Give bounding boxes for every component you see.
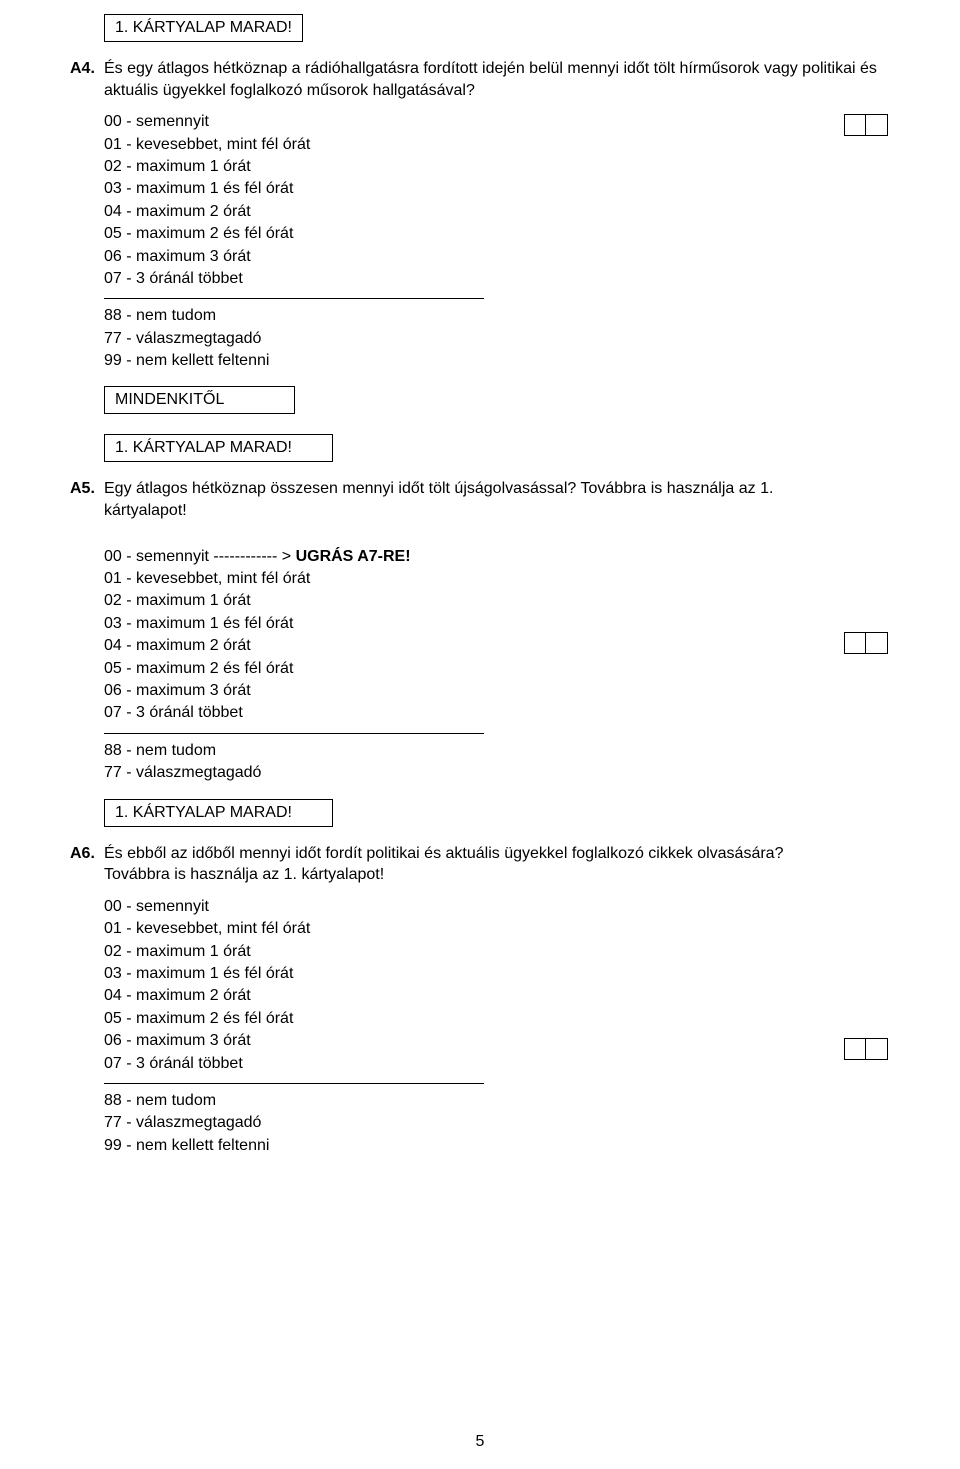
- top-instruction-text: 1. KÁRTYALAP MARAD!: [115, 19, 292, 36]
- extra-option: 77 - válaszmegtagadó: [104, 762, 890, 784]
- extra-option: 77 - válaszmegtagadó: [104, 1112, 890, 1134]
- option: 05 - maximum 2 és fél órát: [104, 658, 890, 680]
- option: 04 - maximum 2 órát: [104, 985, 890, 1007]
- question-a5: A5. Egy átlagos hétköznap összesen menny…: [70, 478, 890, 836]
- question-text: És egy átlagos hétköznap a rádióhallgatá…: [104, 58, 890, 101]
- option: 05 - maximum 2 és fél órát: [104, 223, 890, 245]
- question-row: A4. És egy átlagos hétköznap a rádióhall…: [70, 58, 890, 101]
- answer-box-a4[interactable]: [844, 114, 888, 136]
- separator: [104, 1083, 484, 1084]
- extra-option: 88 - nem tudom: [104, 1090, 890, 1112]
- answer-cell[interactable]: [844, 1038, 866, 1060]
- question-id: A6.: [70, 843, 104, 886]
- answer-cell[interactable]: [844, 114, 866, 136]
- option: 04 - maximum 2 órát: [104, 201, 890, 223]
- options-list: 00 - semennyit 01 - kevesebbet, mint fél…: [104, 896, 890, 1075]
- option: 07 - 3 óránál többet: [104, 268, 890, 290]
- option: 01 - kevesebbet, mint fél órát: [104, 134, 890, 156]
- option: 04 - maximum 2 órát: [104, 635, 890, 657]
- box-mindenkitol: MINDENKITŐL: [104, 386, 295, 414]
- extras-list: 88 - nem tudom 77 - válaszmegtagadó 99 -…: [104, 1090, 890, 1157]
- option: 07 - 3 óránál többet: [104, 702, 890, 724]
- option: 05 - maximum 2 és fél órát: [104, 1008, 890, 1030]
- page-number: 5: [476, 1433, 485, 1451]
- option: 03 - maximum 1 és fél órát: [104, 613, 890, 635]
- question-a4: A4. És egy átlagos hétköznap a rádióhall…: [70, 58, 890, 472]
- answer-cell[interactable]: [866, 632, 888, 654]
- separator: [104, 298, 484, 299]
- question-text: És ebből az időből mennyi időt fordít po…: [104, 843, 890, 886]
- question-text-line1: És ebből az időből mennyi időt fordít po…: [104, 845, 783, 862]
- page: 1. KÁRTYALAP MARAD! A4. És egy átlagos h…: [0, 0, 960, 1469]
- question-id: A5.: [70, 478, 104, 521]
- option: 00 - semennyit: [104, 896, 890, 918]
- question-row: A5. Egy átlagos hétköznap összesen menny…: [70, 478, 890, 521]
- option: 07 - 3 óránál többet: [104, 1053, 890, 1075]
- option-bold: UGRÁS A7-RE!: [296, 548, 411, 565]
- answer-box-a5[interactable]: [844, 632, 888, 654]
- option: 06 - maximum 3 órát: [104, 680, 890, 702]
- option: 02 - maximum 1 órát: [104, 941, 890, 963]
- question-text-line1: Egy átlagos hétköznap összesen mennyi id…: [104, 480, 773, 497]
- answer-cell[interactable]: [844, 632, 866, 654]
- extra-option: 77 - válaszmegtagadó: [104, 328, 890, 350]
- question-a6: A6. És ebből az időből mennyi időt fordí…: [70, 843, 890, 1157]
- option-prefix: 00 - semennyit ------------ >: [104, 548, 296, 565]
- option: 01 - kevesebbet, mint fél órát: [104, 568, 890, 590]
- extra-option: 99 - nem kellett feltenni: [104, 1135, 890, 1157]
- box-kartyalap: 1. KÁRTYALAP MARAD!: [104, 434, 333, 462]
- answer-box-a6[interactable]: [844, 1038, 888, 1060]
- option: 02 - maximum 1 órát: [104, 156, 890, 178]
- answer-cell[interactable]: [866, 1038, 888, 1060]
- option: 06 - maximum 3 órát: [104, 1030, 890, 1052]
- extras-list: 88 - nem tudom 77 - válaszmegtagadó 99 -…: [104, 305, 890, 372]
- option: 00 - semennyit: [104, 111, 890, 133]
- separator: [104, 733, 484, 734]
- box-text: MINDENKITŐL: [115, 391, 224, 408]
- question-row: A6. És ebből az időből mennyi időt fordí…: [70, 843, 890, 886]
- box-kartyalap: 1. KÁRTYALAP MARAD!: [104, 799, 333, 827]
- options-list: 00 - semennyit ------------ > UGRÁS A7-R…: [104, 546, 890, 725]
- option: 00 - semennyit ------------ > UGRÁS A7-R…: [104, 546, 890, 568]
- question-id: A4.: [70, 58, 104, 101]
- answer-cell[interactable]: [866, 114, 888, 136]
- question-text-line2: Továbbra is használja az 1. kártyalapot!: [104, 864, 890, 886]
- option: 03 - maximum 1 és fél órát: [104, 963, 890, 985]
- question-text: Egy átlagos hétköznap összesen mennyi id…: [104, 478, 890, 521]
- box-text: 1. KÁRTYALAP MARAD!: [115, 439, 292, 456]
- box-text: 1. KÁRTYALAP MARAD!: [115, 804, 292, 821]
- option: 02 - maximum 1 órát: [104, 590, 890, 612]
- options-list: 00 - semennyit 01 - kevesebbet, mint fél…: [104, 111, 890, 290]
- question-text-line2: kártyalapot!: [104, 500, 890, 522]
- extra-option: 88 - nem tudom: [104, 740, 890, 762]
- option: 01 - kevesebbet, mint fél órát: [104, 918, 890, 940]
- extras-list: 88 - nem tudom 77 - válaszmegtagadó: [104, 740, 890, 785]
- top-instruction-box: 1. KÁRTYALAP MARAD!: [104, 14, 303, 42]
- option: 03 - maximum 1 és fél órát: [104, 178, 890, 200]
- extra-option: 88 - nem tudom: [104, 305, 890, 327]
- option: 06 - maximum 3 órát: [104, 246, 890, 268]
- extra-option: 99 - nem kellett feltenni: [104, 350, 890, 372]
